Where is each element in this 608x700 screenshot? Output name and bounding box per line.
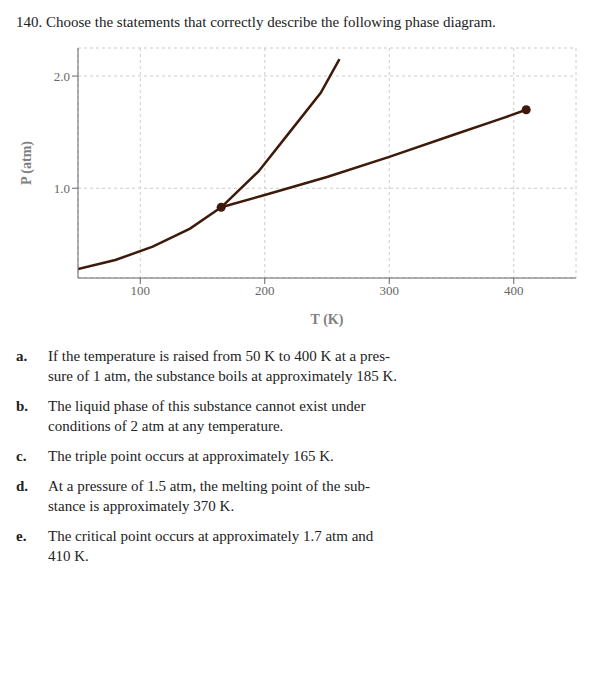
- html-text:410 K.: 410 K.: [48, 548, 89, 564]
- html-text:At a pressure of 1.5 atm, the: At a pressure of 1.5 atm, the melting po…: [48, 478, 370, 494]
- svg-text:2.0: 2.0: [54, 69, 70, 84]
- html-text:a.: a.: [16, 348, 28, 364]
- svg-text:T (K): T (K): [311, 312, 344, 328]
- html-text:stance is approximately 370 K.: stance is approximately 370 K.: [48, 498, 235, 514]
- svg-text:P (atm): P (atm): [19, 141, 35, 185]
- html-text:c.: c.: [16, 448, 27, 464]
- svg-text:400: 400: [504, 283, 524, 298]
- svg-text:100: 100: [131, 283, 151, 298]
- svg-text:1.0: 1.0: [54, 181, 70, 196]
- svg-text:200: 200: [255, 283, 275, 298]
- html-text:140. Choose the statements tha: 140. Choose the statements that correctl…: [16, 14, 496, 30]
- html-text:conditions of 2 atm at any tem: conditions of 2 atm at any temperature.: [48, 418, 284, 434]
- html-text:e.: e.: [16, 528, 27, 544]
- html-text:d.: d.: [16, 478, 29, 494]
- html-text:sure of 1 atm, the substance b: sure of 1 atm, the substance boils at ap…: [48, 368, 398, 384]
- html-text:b.: b.: [16, 398, 29, 414]
- html-text:If the temperature is raised f: If the temperature is raised from 50 K t…: [48, 348, 390, 364]
- html-text:The liquid phase of this subst: The liquid phase of this substance canno…: [48, 398, 366, 414]
- html-text:The critical point occurs at a: The critical point occurs at approximate…: [48, 528, 374, 544]
- svg-text:300: 300: [380, 283, 400, 298]
- html-text:The triple point occurs at app: The triple point occurs at approximately…: [48, 448, 334, 464]
